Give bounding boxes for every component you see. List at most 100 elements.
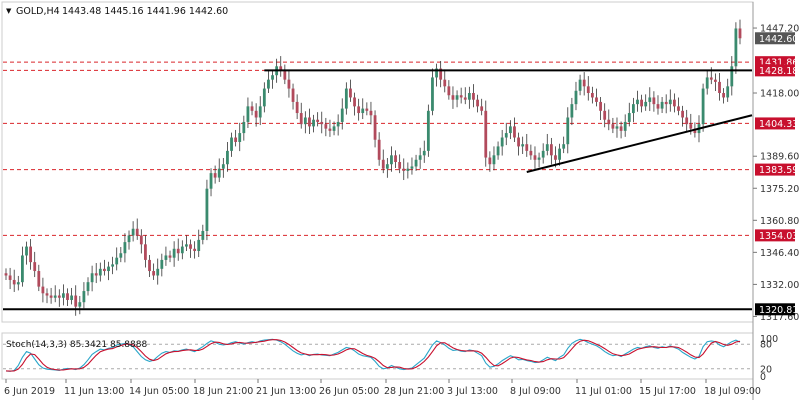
candle-body (726, 86, 730, 98)
candle (8, 267, 12, 290)
candle (189, 239, 192, 258)
candle-body (631, 104, 635, 114)
candle (590, 86, 594, 104)
candle-body (640, 99, 643, 107)
candle-body (595, 97, 598, 102)
level-badge-3: 1383.59 (755, 163, 798, 176)
candle (402, 158, 406, 181)
candle (144, 235, 147, 268)
candle (291, 83, 295, 110)
stoch-scale-bottom: 0 (760, 372, 766, 383)
candle-body (480, 106, 484, 111)
candle-body (381, 159, 385, 169)
candle (586, 76, 590, 101)
x-tick-label: 8 Jul 09:00 (510, 386, 561, 397)
level-badge-2-text: 1404.33 (759, 119, 798, 130)
candle-body (135, 228, 139, 236)
candle (513, 117, 516, 142)
candle (287, 70, 291, 98)
candle-body (422, 150, 426, 156)
candle-body (258, 106, 262, 118)
current-price-badge-bg (755, 32, 795, 45)
candle (258, 96, 262, 126)
candle (701, 83, 705, 132)
candle-body (74, 295, 78, 307)
candle-body (668, 99, 672, 105)
candle (414, 154, 418, 171)
candle (234, 129, 238, 147)
candle-body (123, 242, 127, 254)
candle (672, 93, 676, 113)
candle-body (685, 117, 689, 125)
candle-body (599, 101, 602, 111)
candle-body (324, 124, 328, 129)
candle (299, 102, 303, 129)
candle-body (197, 239, 201, 252)
trend-line[interactable] (526, 114, 753, 173)
candle (127, 230, 131, 250)
candle-body (332, 126, 336, 131)
candle-body (41, 286, 45, 294)
candle-body (459, 95, 463, 98)
candle-body (549, 144, 553, 156)
candle-body (414, 159, 418, 167)
candle-body (238, 133, 242, 142)
stoch-scale-top: 100 (760, 334, 778, 345)
candle-body (656, 104, 660, 109)
candle-body (49, 295, 53, 298)
candle (111, 256, 115, 275)
candle-body (340, 108, 344, 122)
candle-body (279, 66, 283, 71)
level-badge-0: 1431.86 (755, 56, 798, 69)
candle (570, 97, 574, 126)
candle-body (578, 79, 582, 91)
candle-body (672, 99, 676, 107)
candle-body (709, 77, 713, 80)
candle (148, 255, 151, 278)
candle (41, 277, 45, 303)
candle-body (664, 101, 668, 105)
candle (373, 110, 377, 148)
symbol-dropdown-icon[interactable]: ▼ (6, 7, 12, 15)
candle-body (537, 157, 541, 160)
candle-body (545, 144, 549, 151)
candle-body (377, 139, 381, 160)
candle-body (648, 97, 652, 102)
candle (410, 157, 414, 175)
candle (201, 224, 205, 245)
candle-body (574, 90, 578, 105)
candle-body (558, 148, 561, 160)
candle (312, 114, 315, 133)
candle (271, 70, 274, 89)
candle-body (250, 106, 254, 111)
candle (205, 179, 209, 241)
candle (16, 275, 20, 291)
candle (631, 97, 635, 123)
candle-body (533, 155, 537, 160)
candle-body (4, 273, 8, 276)
candle (221, 157, 225, 178)
candle-body (33, 262, 37, 272)
candle-body (361, 108, 365, 114)
candle (447, 80, 451, 100)
candle (156, 258, 160, 285)
level-badge-2-bg (755, 117, 795, 130)
stoch-level-label: 20 (760, 364, 772, 375)
candle-body (45, 293, 49, 296)
level-badge-1-text: 1428.18 (759, 66, 798, 77)
candle (98, 262, 102, 282)
candle-body (70, 295, 74, 300)
y-tick-label: 1418.00 (760, 89, 799, 100)
candle (361, 98, 365, 120)
x-tick-label: 15 Jul 17:00 (639, 386, 696, 397)
candle-body (242, 121, 246, 134)
candle (496, 141, 500, 160)
candle-body (201, 230, 205, 240)
candle (193, 241, 197, 259)
candle-body (353, 97, 356, 107)
candle-body (344, 88, 348, 109)
candle (385, 157, 389, 178)
candle-body (349, 88, 352, 98)
